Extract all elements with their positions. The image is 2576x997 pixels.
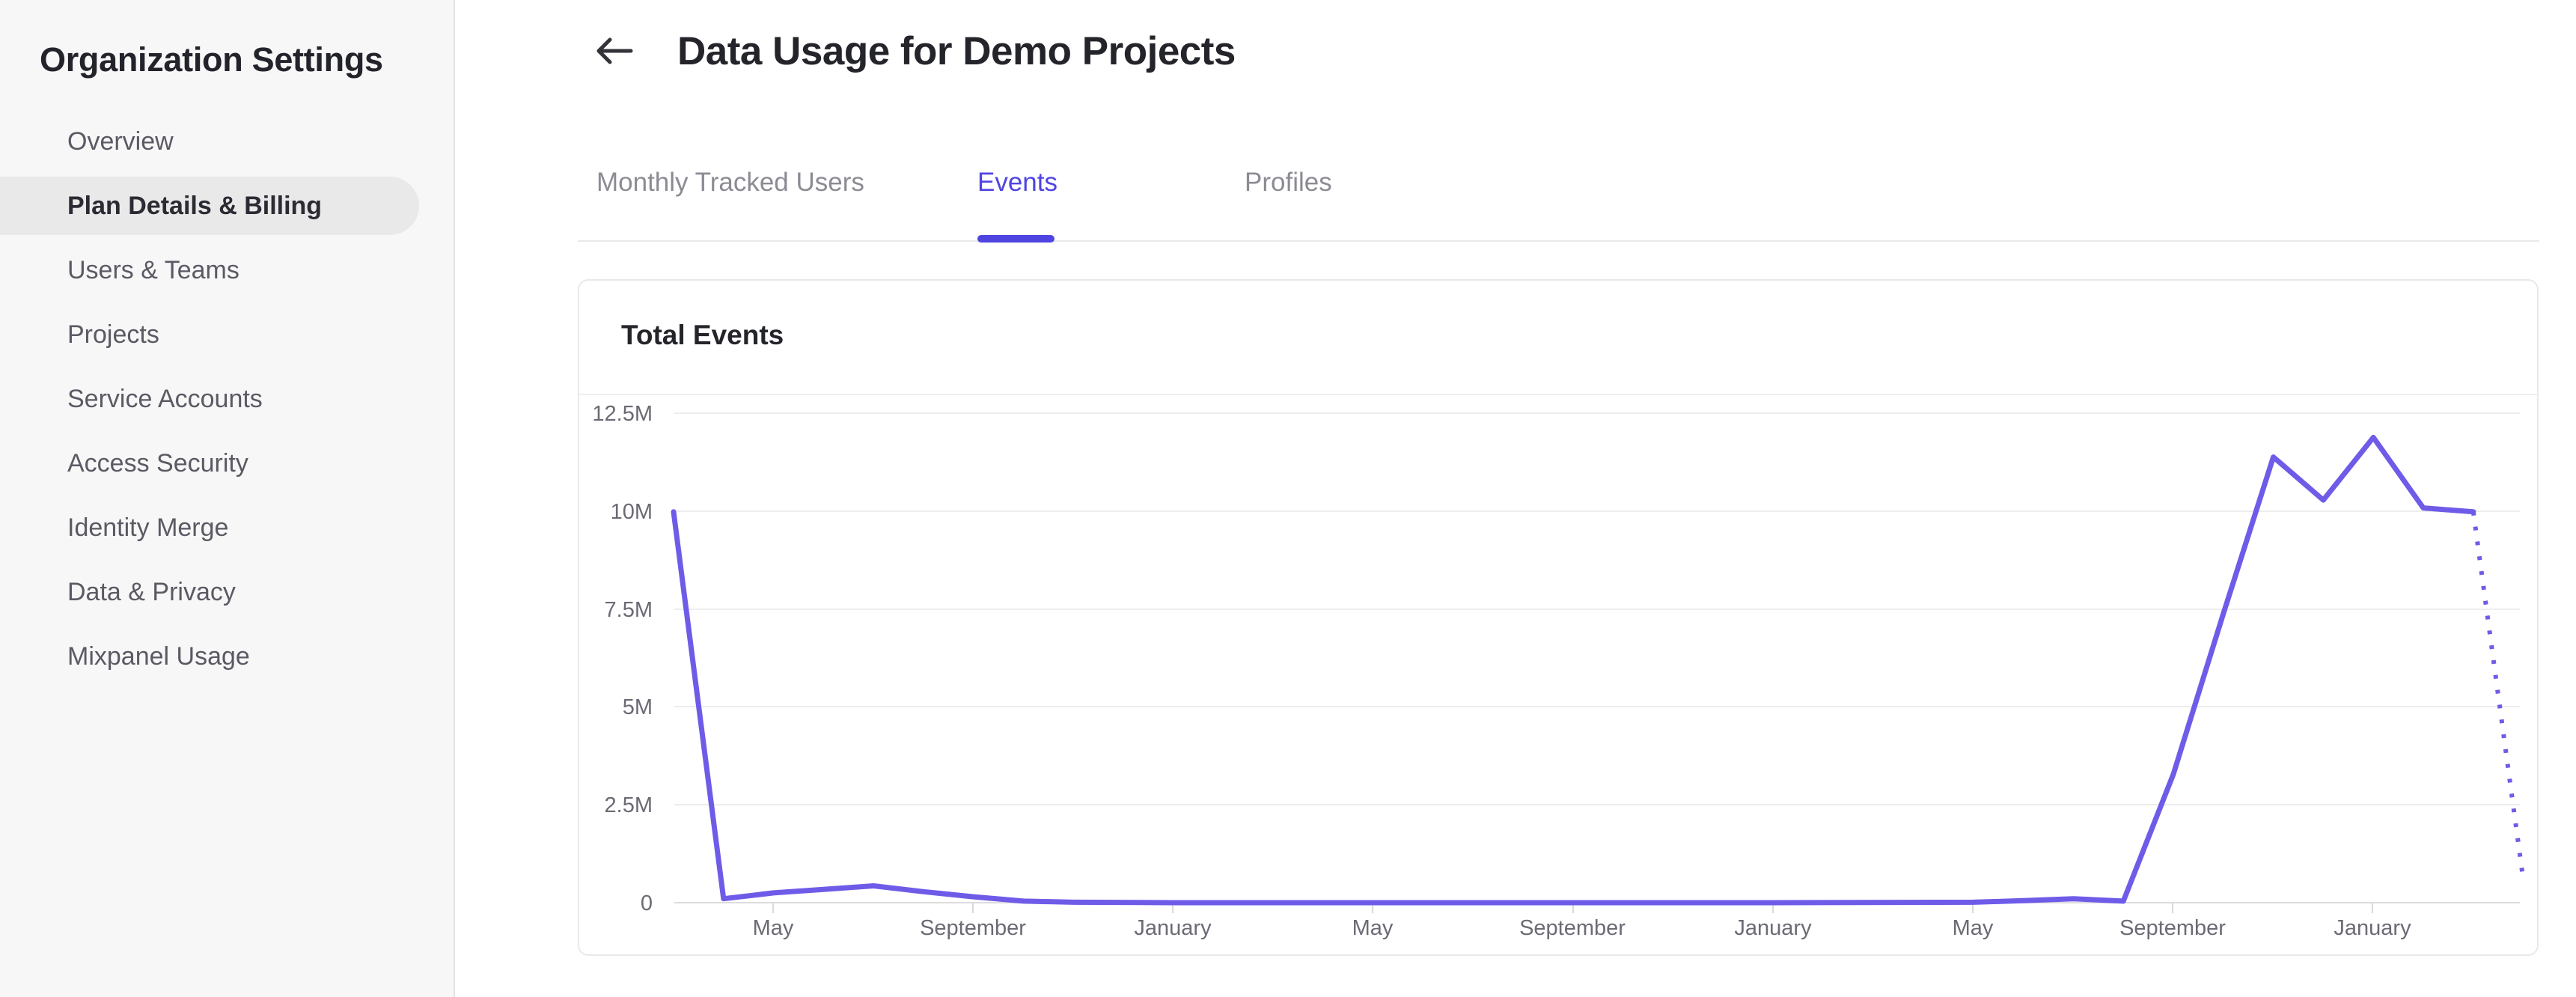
x-axis-label: January xyxy=(1134,916,1212,940)
y-axis-label: 12.5M xyxy=(592,402,653,426)
page-title: Data Usage for Demo Projects xyxy=(677,29,1236,73)
x-axis-label: September xyxy=(920,916,1026,940)
card-header-divider xyxy=(579,394,2537,395)
sidebar-title: Organization Settings xyxy=(40,40,383,79)
sidebar-item-overview[interactable]: Overview xyxy=(67,127,174,156)
tab-bottom-border xyxy=(578,240,2539,242)
tab-monthly-tracked-users[interactable]: Monthly Tracked Users xyxy=(596,168,864,197)
sidebar-item-access-security[interactable]: Access Security xyxy=(67,449,248,478)
y-axis-label: 7.5M xyxy=(604,598,653,622)
x-axis-tick xyxy=(972,903,974,913)
gridline xyxy=(674,412,2520,414)
x-axis-tick xyxy=(772,903,774,913)
sidebar-item-plan-details-billing[interactable]: Plan Details & Billing xyxy=(0,177,419,235)
active-tab-indicator xyxy=(977,235,1054,243)
x-axis-tick xyxy=(1372,903,1373,913)
x-axis-tick xyxy=(1572,903,1574,913)
gridline xyxy=(674,609,2520,610)
total-events-card: Total Events 12.5M 10M 7.5M 5M 2.5M 0 Ma… xyxy=(578,279,2539,956)
x-axis-label: September xyxy=(2119,916,2226,940)
gridline xyxy=(674,510,2520,512)
x-axis-label: September xyxy=(1519,916,1626,940)
sidebar: Organization Settings Overview Plan Deta… xyxy=(0,0,455,997)
sidebar-item-data-privacy[interactable]: Data & Privacy xyxy=(67,578,236,606)
tab-profiles[interactable]: Profiles xyxy=(1245,168,1332,197)
x-axis-label: May xyxy=(1952,916,1994,940)
x-axis-tick xyxy=(1772,903,1774,913)
x-axis-label: January xyxy=(2334,916,2411,940)
total-events-series-line xyxy=(671,434,2476,906)
y-axis-label: 10M xyxy=(610,500,653,524)
sidebar-item-users-teams[interactable]: Users & Teams xyxy=(67,256,239,284)
back-button[interactable] xyxy=(588,27,641,78)
x-axis-tick xyxy=(1972,903,1974,913)
sidebar-item-service-accounts[interactable]: Service Accounts xyxy=(67,385,263,413)
y-axis-label: 2.5M xyxy=(604,793,653,817)
x-axis-tick xyxy=(1172,903,1173,913)
x-axis-label: May xyxy=(752,916,794,940)
y-axis-label: 0 xyxy=(640,891,653,915)
tab-events[interactable]: Events xyxy=(977,168,1057,197)
sidebar-item-identity-merge[interactable]: Identity Merge xyxy=(67,513,229,542)
gridline xyxy=(674,706,2520,707)
sidebar-item-projects[interactable]: Projects xyxy=(67,320,159,349)
x-axis-label: January xyxy=(1734,916,1812,940)
x-axis-tick xyxy=(2172,903,2173,913)
events-line-chart xyxy=(671,434,2526,906)
y-axis-label: 5M xyxy=(622,695,653,719)
sidebar-item-mixpanel-usage[interactable]: Mixpanel Usage xyxy=(67,642,250,671)
x-axis-label: May xyxy=(1352,916,1394,940)
projected-usage-dotted-line xyxy=(2470,511,2526,881)
gridline xyxy=(674,804,2520,805)
x-axis-tick xyxy=(2372,903,2373,913)
back-arrow-icon xyxy=(595,36,634,70)
chart-title: Total Events xyxy=(621,320,784,350)
